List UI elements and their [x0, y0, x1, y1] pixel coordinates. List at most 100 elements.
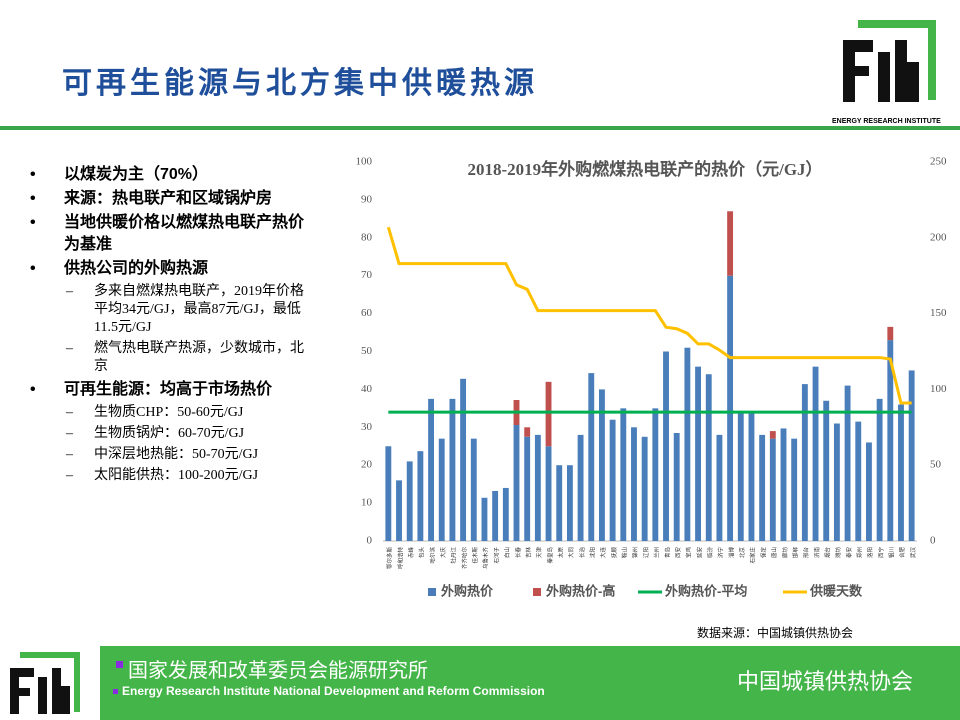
bullet: 来源：热电联产和区域锅炉房 — [30, 188, 310, 210]
x-tick-label: 呼和浩特 — [396, 547, 404, 570]
x-tick-label: 邢台 — [802, 547, 810, 559]
bar — [737, 411, 744, 541]
bar — [791, 438, 798, 541]
y2-tick-label: 100 — [930, 383, 947, 395]
bullet: 可再生能源：均高于市场热价 — [30, 379, 310, 401]
bar — [727, 211, 734, 276]
x-tick-label: 白山 — [503, 547, 511, 558]
x-tick-label: 石河子 — [492, 547, 500, 564]
bar — [406, 461, 413, 541]
bullet: 当地供暖价格以燃煤热电联产热价为基准 — [30, 212, 310, 256]
x-tick-label: 西宁 — [877, 547, 885, 559]
bar — [385, 446, 392, 541]
bar — [887, 326, 894, 341]
bar — [438, 438, 445, 541]
bar — [823, 400, 830, 541]
footer-logo — [0, 646, 100, 720]
footer-partner: 中国城镇供热协会 — [737, 669, 914, 694]
bar — [759, 434, 766, 541]
x-tick-label: 唐山 — [770, 547, 778, 558]
bar — [513, 425, 520, 541]
x-tick-label: 青岛 — [663, 547, 671, 559]
x-tick-label: 牡丹江 — [450, 547, 458, 564]
x-tick-label: 武汉 — [909, 547, 917, 559]
x-tick-label: 大庆 — [439, 547, 447, 559]
footer-org-cn: 国家发展和改革委员会能源研究所 — [128, 660, 428, 682]
bar — [663, 351, 669, 541]
bullet-list: 以煤炭为主（70%）来源：热电联产和区域锅炉房当地供暖价格以燃煤热电联产热价为基… — [30, 162, 310, 488]
line-series — [386, 226, 912, 405]
bullet: 供热公司的外购热源 — [30, 258, 310, 280]
x-tick-label: 郑州 — [856, 547, 864, 558]
bar — [695, 366, 701, 541]
bar — [812, 366, 819, 541]
bar — [609, 419, 616, 541]
x-tick-label: 大连 — [599, 547, 607, 559]
y-tick-label: 60 — [361, 307, 373, 319]
bar — [866, 442, 872, 541]
marker — [113, 689, 118, 694]
x-tick-label: 长春 — [514, 547, 522, 559]
legend-swatch — [428, 588, 436, 596]
legend-label: 供暖天数 — [809, 583, 863, 598]
footer-org-en: Energy Research Institute National Devel… — [122, 684, 545, 698]
bullet: 太阳能供热：100-200元/GJ — [30, 467, 310, 485]
y-tick-label: 80 — [361, 231, 373, 243]
bar — [898, 404, 904, 541]
x-tick-label: 淄博 — [727, 547, 735, 559]
bar — [641, 436, 648, 541]
bar — [534, 434, 541, 541]
y-tick-label: 90 — [361, 193, 373, 205]
x-tick-label: 锦州 — [631, 547, 639, 558]
marker — [116, 661, 123, 668]
x-tick-label: 齐齐哈尔 — [460, 547, 468, 570]
bar — [428, 398, 434, 541]
x-tick-label: 抚顺 — [610, 547, 618, 559]
x-tick-label: 沈阳 — [589, 547, 597, 558]
x-tick-label: 银川 — [888, 547, 896, 558]
x-tick-label: 吉林 — [524, 547, 532, 559]
x-tick-label: 济宁 — [717, 547, 725, 559]
bullet: 生物质锅炉：60-70元/GJ — [30, 425, 310, 443]
bar — [588, 373, 595, 541]
top-logo — [843, 20, 936, 102]
x-tick-label: 辽阳 — [642, 547, 650, 558]
bar — [705, 374, 712, 541]
bar — [833, 423, 840, 541]
x-tick-label: 石家庄 — [749, 547, 757, 564]
x-tick-label: 保定 — [759, 547, 767, 559]
bar — [481, 497, 488, 541]
y-tick-label: 50 — [361, 345, 373, 357]
bar — [748, 412, 755, 541]
bar — [460, 378, 467, 541]
slide-title: 可再生能源与北方集中供暖热源 — [62, 67, 538, 100]
x-tick-label: 佳木斯 — [471, 547, 479, 564]
bar — [556, 465, 563, 541]
bar — [470, 438, 477, 541]
y-tick-label: 100 — [356, 156, 373, 168]
x-tick-label: 北京 — [738, 547, 746, 559]
chart-title: 2018-2019年外购燃煤热电联产的热价（元/GJ） — [467, 159, 822, 179]
x-tick-label: 洛阳 — [866, 547, 874, 558]
x-tick-label: 合肥 — [898, 547, 906, 559]
bullet: 多来自燃煤热电联产，2019年价格平均34元/GJ，最高87元/GJ，最低11.… — [30, 283, 310, 337]
x-tick-label: 哈尔滨 — [428, 547, 436, 564]
x-tick-label: 太原 — [556, 547, 564, 559]
bar — [673, 432, 680, 541]
logo-text: ENERGY RESEARCH INSTITUTE — [832, 118, 941, 125]
bar — [716, 434, 723, 541]
x-tick-label: 泰安 — [845, 547, 853, 559]
y2-tick-label: 150 — [930, 307, 947, 319]
x-tick-label: 临汾 — [706, 547, 714, 559]
bar — [545, 446, 552, 541]
legend-swatch — [533, 588, 541, 596]
bar — [801, 384, 808, 541]
bar — [887, 340, 894, 541]
bar — [566, 465, 573, 541]
y-tick-label: 40 — [361, 383, 373, 395]
x-tick-label: 西安 — [674, 547, 682, 559]
bullet: 以煤炭为主（70%） — [30, 164, 310, 186]
legend-label: 外购热价-高 — [545, 583, 615, 598]
bullet: 中深层地热能：50-70元/GJ — [30, 446, 310, 464]
